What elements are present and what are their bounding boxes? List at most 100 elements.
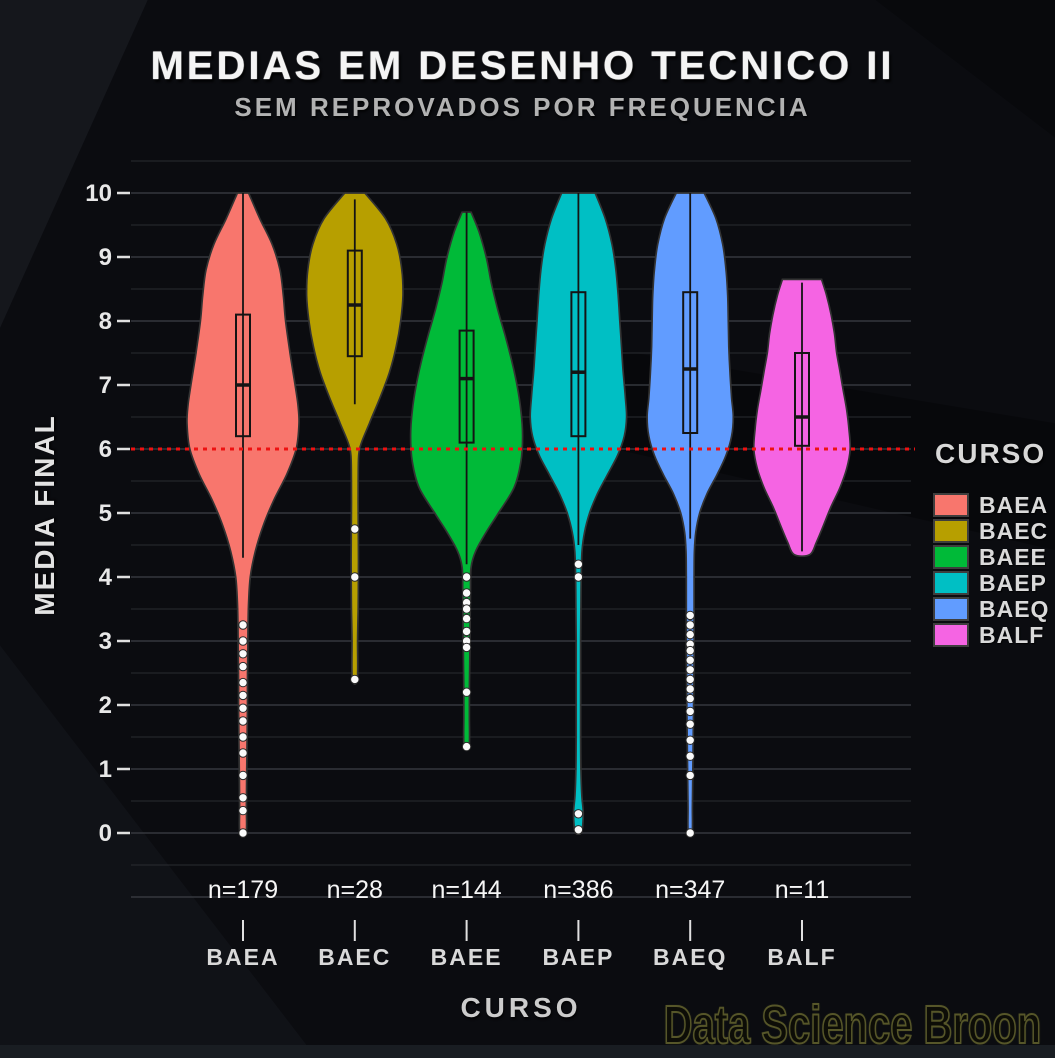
legend-item-baec: BAEC — [933, 518, 1055, 544]
outlier-dot — [238, 805, 248, 816]
x-category-label: BAEQ — [653, 944, 727, 970]
outlier-dot — [461, 642, 472, 653]
outlier-dot — [238, 793, 248, 803]
legend-label: BALF — [979, 621, 1045, 648]
outlier-dot — [685, 610, 695, 621]
legend-label: BAEP — [979, 569, 1047, 596]
box-balf — [794, 352, 810, 447]
n-label: n=28 — [327, 876, 383, 904]
outlier-dot — [350, 524, 360, 534]
outlier-dot — [685, 645, 695, 656]
outlier-dot — [685, 693, 695, 704]
outlier-dot — [461, 604, 472, 614]
box-baee — [458, 329, 475, 444]
outlier-dot — [238, 748, 248, 758]
background-strip — [0, 1045, 1055, 1058]
outlier-dot — [685, 684, 695, 694]
legend-swatch — [933, 571, 969, 595]
legend-label: BAEE — [979, 543, 1047, 570]
outlier-dot — [685, 706, 695, 717]
outlier-dot — [573, 572, 584, 582]
outlier-dot — [238, 703, 248, 713]
outlier-dot — [238, 677, 248, 688]
watermark: Data Science Broon — [663, 994, 1042, 1056]
legend-label: BAEC — [979, 517, 1049, 544]
outlier-dot — [685, 629, 695, 640]
outlier-dot — [461, 572, 472, 582]
outlier-dot — [573, 809, 584, 819]
x-category-label: BAEA — [206, 944, 279, 970]
legend-swatch — [933, 519, 969, 543]
y-tick-label: 2 — [99, 692, 112, 719]
y-tick-label: 3 — [99, 628, 112, 655]
n-label: n=386 — [543, 876, 613, 904]
legend-item-baeq: BAEQ — [933, 596, 1055, 622]
y-tick-label: 4 — [99, 564, 113, 591]
y-tick-label: 6 — [99, 436, 112, 463]
legend-item-baep: BAEP — [933, 570, 1055, 596]
legend-item-baea: BAEA — [933, 492, 1055, 518]
legend-label: BAEA — [979, 491, 1049, 518]
box-baea — [235, 313, 251, 438]
outlier-dot — [350, 674, 360, 685]
legend-title: CURSO — [935, 438, 1047, 469]
outlier-dot — [685, 751, 695, 761]
outlier-dot — [238, 620, 248, 630]
y-tick-label: 8 — [99, 308, 112, 335]
outlier-dot — [238, 661, 248, 672]
outlier-dot — [685, 674, 695, 685]
outlier-dot — [350, 572, 360, 582]
n-label: n=347 — [655, 876, 725, 904]
y-tick-label: 1 — [99, 756, 112, 783]
outlier-dot — [238, 716, 248, 726]
y-axis-title: MEDIA FINAL — [29, 414, 60, 616]
outlier-dot — [238, 828, 248, 838]
outlier-dot — [573, 825, 584, 835]
x-category-label: BAEE — [431, 944, 503, 970]
x-category-label: BALF — [767, 944, 836, 970]
box-baeq — [682, 291, 699, 435]
outlier-dot — [685, 620, 695, 630]
n-label: n=179 — [208, 876, 278, 904]
y-tick-label: 0 — [99, 820, 112, 847]
y-tick-label: 5 — [99, 500, 112, 527]
outlier-dot — [685, 735, 695, 745]
outlier-dot — [238, 732, 248, 742]
outlier-dot — [685, 828, 695, 838]
y-tick-label: 7 — [99, 372, 112, 399]
legend-swatch — [933, 597, 969, 621]
x-category-label: BAEC — [318, 944, 391, 970]
legend: CURSO BAEA BAEC BAEE BAEP BAEQ BALF — [933, 438, 1055, 648]
outlier-dot — [238, 649, 248, 659]
x-category-label: BAEP — [542, 944, 614, 970]
n-label: n=11 — [775, 876, 829, 904]
outlier-dot — [238, 636, 248, 646]
outlier-dot — [573, 559, 584, 569]
outlier-dot — [461, 588, 472, 598]
outlier-dot — [461, 613, 472, 624]
outlier-dot — [685, 655, 695, 665]
outlier-dot — [461, 626, 472, 637]
outlier-dot — [685, 719, 695, 729]
box-baep — [570, 291, 587, 438]
outlier-dot — [238, 770, 248, 781]
y-tick-label: 10 — [85, 180, 112, 207]
legend-item-baee: BAEE — [933, 544, 1055, 570]
y-tick-label: 9 — [99, 244, 112, 271]
legend-swatch — [933, 545, 969, 569]
n-label: n=144 — [431, 876, 501, 904]
chart-subtitle: SEM REPROVADOS POR FREQUENCIA — [234, 92, 811, 122]
outlier-dot — [461, 741, 472, 752]
chart-title: MEDIAS EM DESENHO TECNICO II — [150, 44, 895, 88]
legend-swatch — [933, 623, 969, 647]
x-axis-title: CURSO — [460, 992, 582, 1023]
outlier-dot — [685, 770, 695, 781]
legend-label: BAEQ — [979, 595, 1050, 622]
legend-swatch — [933, 493, 969, 517]
outlier-dot — [238, 690, 248, 701]
legend-item-balf: BALF — [933, 622, 1055, 648]
outlier-dot — [461, 687, 472, 697]
outlier-dot — [685, 665, 695, 675]
